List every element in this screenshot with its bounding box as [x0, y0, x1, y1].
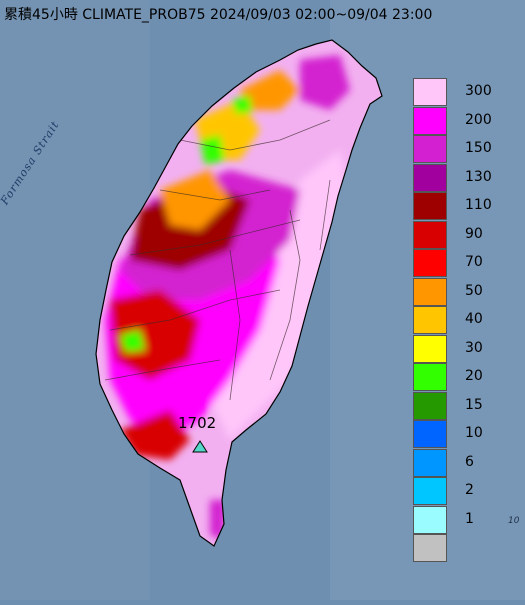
legend-label: 10 [465, 425, 483, 441]
legend-label: 90 [465, 225, 483, 242]
station-label: 1702 [178, 414, 217, 432]
triangle-marker-icon [192, 440, 208, 453]
legend-label: 300 [465, 83, 492, 99]
legend-label: 40 [465, 311, 483, 327]
legend-swatch [413, 249, 447, 277]
legend-swatch [413, 477, 447, 505]
edge-label: 10 [508, 516, 520, 526]
legend-label: 6 [465, 453, 474, 470]
legend-swatch [413, 192, 447, 220]
legend-swatch [413, 534, 447, 562]
legend-label: 1 [465, 510, 474, 527]
legend-swatch [413, 306, 447, 334]
legend-swatch [413, 135, 447, 163]
legend-label: 2 [465, 482, 474, 498]
legend-swatch [413, 277, 447, 306]
color-legend: 300 200 150 130 110 90 70 50 40 30 20 15 10 6 2 1 [413, 78, 521, 572]
legend-swatch [413, 163, 447, 192]
legend-swatch [413, 391, 447, 420]
rainfall-field [104, 55, 350, 540]
legend-label: 70 [465, 254, 483, 270]
legend-swatch [413, 78, 447, 106]
map-title: 累積45小時 CLIMATE_PROB75 2024/09/03 02:00~0… [4, 7, 433, 23]
legend-swatch [413, 505, 447, 534]
legend-swatch [413, 334, 447, 363]
legend-label: 200 [465, 111, 492, 128]
legend-label: 20 [465, 368, 483, 384]
legend-label: 150 [465, 140, 492, 156]
legend-label: 30 [465, 339, 483, 356]
legend-swatch [413, 448, 447, 477]
legend-label: 15 [465, 396, 483, 413]
taiwan-coastline [95, 39, 383, 547]
legend-label: 50 [465, 282, 483, 299]
legend-swatch [413, 106, 447, 135]
legend-swatch [413, 363, 447, 391]
legend-label: 110 [465, 197, 492, 213]
legend-swatch [413, 220, 447, 249]
legend-swatch [413, 420, 447, 448]
legend-label: 130 [465, 168, 492, 185]
